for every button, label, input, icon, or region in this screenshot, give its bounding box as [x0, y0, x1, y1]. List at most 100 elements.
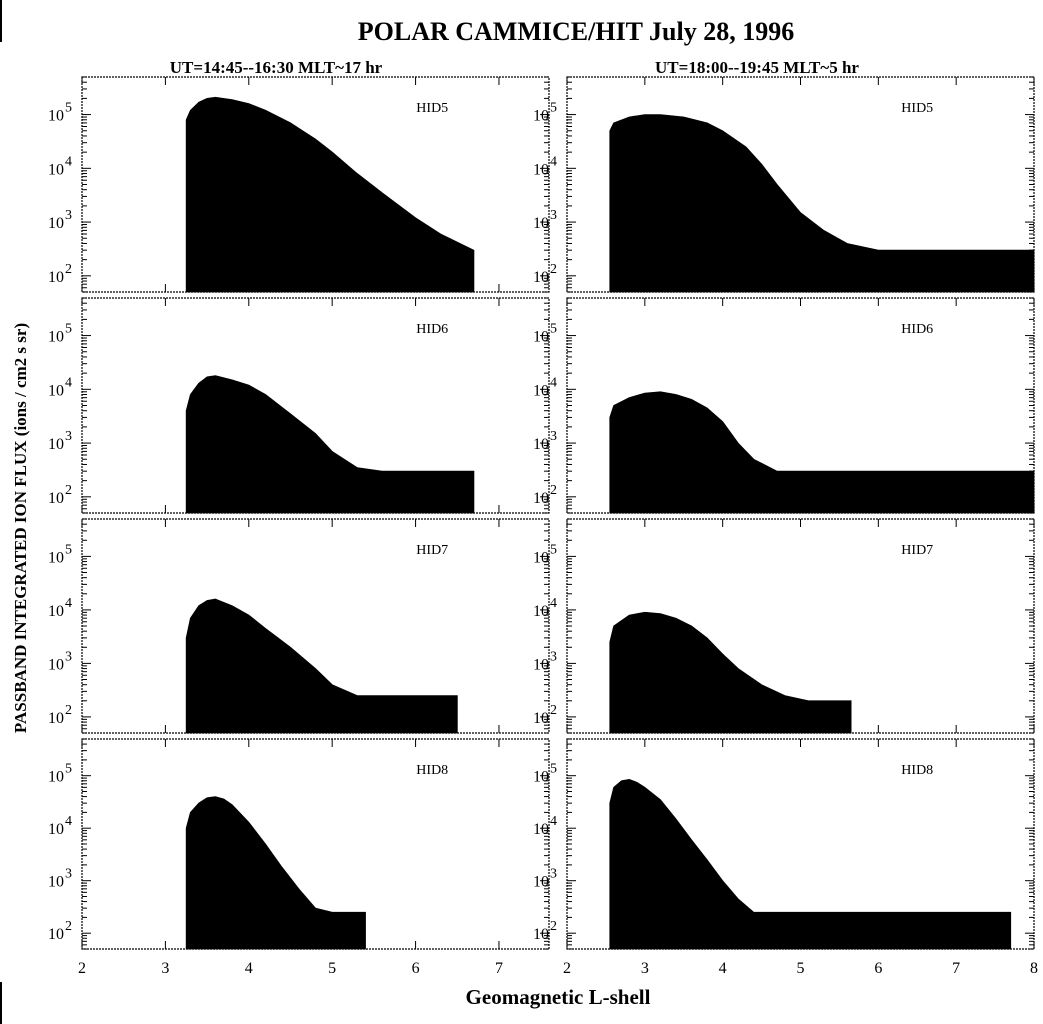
panel-hid8-left-ytick-label-0: 10: [48, 926, 64, 943]
panel-hid6-right-ytick-exp-2: 4: [550, 375, 557, 390]
panel-hid6-right-ytick-label-2: 10: [533, 382, 549, 399]
panel-hid6-left-ytick-label-1: 10: [48, 436, 64, 453]
panel-hid8-right-xtick-label-2: 4: [719, 960, 727, 977]
panel-hid8-right-xtick-label-0: 2: [563, 960, 571, 977]
panel-hid7-left-ytick-label-1: 10: [48, 656, 64, 673]
panel-hid6-left-ytick-label-2: 10: [48, 382, 64, 399]
panel-hid7-left-ytick-exp-2: 4: [65, 596, 72, 611]
panel-hid6-left-ytick-exp-1: 3: [65, 429, 72, 444]
left-edge-mark-top: [0, 0, 2, 42]
panel-hid8-right-ytick-exp-1: 3: [550, 867, 557, 882]
panel-hid8-left-ytick-label-1: 10: [48, 874, 64, 891]
panel-hid7-left-ytick-label-0: 10: [48, 710, 64, 727]
panel-hid7-left-ytick-label-2: 10: [48, 603, 64, 620]
panel-hid5-right-ytick-label-3: 10: [533, 108, 549, 125]
panel-hid6-right-flux-area: [609, 391, 1035, 514]
panel-hid5-left-label: HID5: [416, 101, 448, 116]
panel-hid6-left-ytick-label-0: 10: [48, 490, 64, 507]
panel-hid5-left-ytick-label-2: 10: [48, 161, 64, 178]
panel-hid6-left-label: HID6: [416, 322, 448, 337]
panel-hid8-right-ytick-label-2: 10: [533, 821, 549, 838]
panel-hid5-left-ytick-exp-1: 3: [65, 208, 72, 223]
panel-hid6-right-label: HID6: [901, 322, 933, 337]
panel-hid5-left-ytick-exp-3: 5: [65, 101, 72, 116]
panel-hid8-left-xtick-label-2: 4: [245, 960, 253, 977]
panel-hid8-right-xtick-label-6: 8: [1030, 960, 1038, 977]
panel-hid7-left-ytick-exp-1: 3: [65, 649, 72, 664]
panel-hid8-right-xtick-label-5: 7: [952, 960, 960, 977]
panel-hid7-right-ytick-exp-1: 3: [550, 649, 557, 664]
panel-hid8-left-xtick-label-0: 2: [78, 960, 86, 977]
panel-hid8-right-ytick-label-1: 10: [533, 874, 549, 891]
panel-hid7-right-ytick-label-2: 10: [533, 603, 549, 620]
panel-hid5-left-ytick-label-0: 10: [48, 269, 64, 286]
panel-hid5-right-ytick-exp-0: 2: [550, 262, 557, 277]
panel-hid7-left-flux-area: [185, 598, 458, 734]
x-axis-label: Geomagnetic L-shell: [466, 985, 651, 1009]
panel-hid6-left-ytick-exp-2: 4: [65, 375, 72, 390]
panel-hid5-right-label: HID5: [901, 101, 933, 116]
y-axis-label: PASSBAND INTEGRATED ION FLUX (ions / cm2…: [11, 323, 30, 733]
panel-hid7-right-ytick-label-3: 10: [533, 549, 549, 566]
chart-title: POLAR CAMMICE/HIT July 28, 1996: [358, 17, 795, 46]
panel-hid8-left-flux-area: [185, 796, 366, 950]
panel-hid5-left-flux-area: [185, 96, 475, 293]
panel-hid5-left-ytick-exp-2: 4: [65, 154, 72, 169]
panel-hid5-right-ytick-exp-3: 5: [550, 101, 557, 116]
panel-hid8-right-ytick-label-0: 10: [533, 926, 549, 943]
panel-hid5-left-ytick-exp-0: 2: [65, 262, 72, 277]
panel-hid6-right-ytick-label-3: 10: [533, 329, 549, 346]
panel-hid8-right-ytick-exp-0: 2: [550, 919, 557, 934]
panel-hid7-right-label: HID7: [901, 543, 933, 558]
panel-hid5-left-ytick-label-3: 10: [48, 108, 64, 125]
panel-hid5-right-ytick-label-0: 10: [533, 269, 549, 286]
panel-hid7-right-ytick-label-1: 10: [533, 656, 549, 673]
panel-hid6-right-ytick-label-1: 10: [533, 436, 549, 453]
panel-hid8-left-ytick-exp-3: 5: [65, 762, 72, 777]
panel-hid8-left-xtick-label-1: 3: [161, 960, 169, 977]
panel-hid7-right-flux-area: [609, 611, 852, 734]
panel-hid5-right-ytick-exp-2: 4: [550, 154, 557, 169]
panel-hid5-right-ytick-label-2: 10: [533, 161, 549, 178]
panel-hid5-right-ytick-exp-1: 3: [550, 208, 557, 223]
panel-hid7-left-ytick-exp-0: 2: [65, 703, 72, 718]
panel-hid7-left-ytick-label-3: 10: [48, 549, 64, 566]
panel-hid8-right-ytick-exp-2: 4: [550, 814, 557, 829]
panel-hid8-left-ytick-exp-0: 2: [65, 919, 72, 934]
panel-hid7-left-ytick-exp-3: 5: [65, 542, 72, 557]
panel-hid6-right-ytick-label-0: 10: [533, 490, 549, 507]
panel-hid8-right-xtick-label-1: 3: [641, 960, 649, 977]
panel-hid7-right-ytick-exp-0: 2: [550, 703, 557, 718]
panel-hid8-right-flux-area: [609, 778, 1012, 950]
panel-hid8-left-xtick-label-5: 7: [495, 960, 503, 977]
panel-hid8-right-label: HID8: [901, 763, 933, 778]
panel-hid6-left-ytick-exp-0: 2: [65, 483, 72, 498]
panel-hid6-left-flux-area: [185, 375, 475, 514]
panel-hid8-left-ytick-label-3: 10: [48, 769, 64, 786]
panel-hid8-right-xtick-label-4: 6: [874, 960, 882, 977]
panel-hid8-left-ytick-exp-1: 3: [65, 867, 72, 882]
panel-hid6-right-ytick-exp-3: 5: [550, 322, 557, 337]
panel-hid6-right-ytick-exp-0: 2: [550, 483, 557, 498]
column-subtitle-right: UT=18:00--19:45 MLT~5 hr: [655, 58, 859, 77]
panel-hid8-left-ytick-label-2: 10: [48, 821, 64, 838]
panel-hid8-left-label: HID8: [416, 763, 448, 778]
column-subtitle-left: UT=14:45--16:30 MLT~17 hr: [170, 58, 383, 77]
left-edge-mark-bottom: [0, 982, 2, 1024]
panel-hid7-right-ytick-exp-3: 5: [550, 542, 557, 557]
panel-hid5-right-ytick-label-1: 10: [533, 215, 549, 232]
panel-hid8-right-xtick-label-3: 5: [797, 960, 805, 977]
panel-hid8-right-ytick-label-3: 10: [533, 769, 549, 786]
panel-hid8-right-ytick-exp-3: 5: [550, 762, 557, 777]
panel-hid5-left-ytick-label-1: 10: [48, 215, 64, 232]
panel-hid7-left-label: HID7: [416, 543, 448, 558]
